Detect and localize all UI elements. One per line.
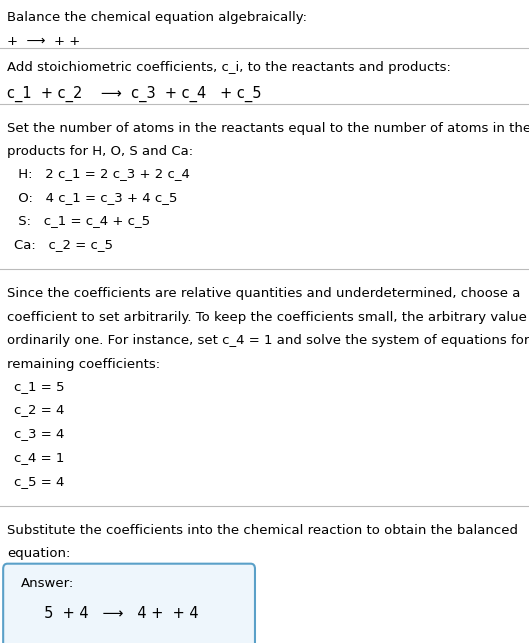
Text: remaining coefficients:: remaining coefficients: bbox=[7, 358, 160, 371]
Text: Set the number of atoms in the reactants equal to the number of atoms in the: Set the number of atoms in the reactants… bbox=[7, 122, 529, 134]
Text: c_3 = 4: c_3 = 4 bbox=[14, 428, 64, 440]
FancyBboxPatch shape bbox=[3, 564, 255, 643]
Text: Answer:: Answer: bbox=[21, 577, 74, 590]
Text: Since the coefficients are relative quantities and underdetermined, choose a: Since the coefficients are relative quan… bbox=[7, 287, 521, 300]
Text: 5  + 4   ⟶   4 +  + 4: 5 + 4 ⟶ 4 + + 4 bbox=[21, 606, 198, 620]
Text: H:   2 c_1 = 2 c_3 + 2 c_4: H: 2 c_1 = 2 c_3 + 2 c_4 bbox=[14, 167, 189, 180]
Text: Balance the chemical equation algebraically:: Balance the chemical equation algebraica… bbox=[7, 11, 307, 24]
Text: c_4 = 1: c_4 = 1 bbox=[14, 451, 64, 464]
Text: equation:: equation: bbox=[7, 547, 71, 561]
Text: c_5 = 4: c_5 = 4 bbox=[14, 475, 64, 488]
Text: S:   c_1 = c_4 + c_5: S: c_1 = c_4 + c_5 bbox=[14, 214, 150, 228]
Text: c_2 = 4: c_2 = 4 bbox=[14, 404, 64, 417]
Text: +  ⟶  + +: + ⟶ + + bbox=[7, 35, 80, 48]
Text: Add stoichiometric coefficients, c_i, to the reactants and products:: Add stoichiometric coefficients, c_i, to… bbox=[7, 61, 451, 74]
Text: ordinarily one. For instance, set c_4 = 1 and solve the system of equations for : ordinarily one. For instance, set c_4 = … bbox=[7, 334, 529, 347]
Text: c_1  + c_2    ⟶  c_3  + c_4   + c_5: c_1 + c_2 ⟶ c_3 + c_4 + c_5 bbox=[7, 86, 262, 102]
Text: c_1 = 5: c_1 = 5 bbox=[14, 380, 64, 393]
Text: coefficient to set arbitrarily. To keep the coefficients small, the arbitrary va: coefficient to set arbitrarily. To keep … bbox=[7, 311, 529, 323]
Text: products for H, O, S and Ca:: products for H, O, S and Ca: bbox=[7, 145, 194, 158]
Text: O:   4 c_1 = c_3 + 4 c_5: O: 4 c_1 = c_3 + 4 c_5 bbox=[14, 190, 177, 204]
Text: Substitute the coefficients into the chemical reaction to obtain the balanced: Substitute the coefficients into the che… bbox=[7, 523, 518, 537]
Text: Ca:   c_2 = c_5: Ca: c_2 = c_5 bbox=[14, 238, 113, 251]
